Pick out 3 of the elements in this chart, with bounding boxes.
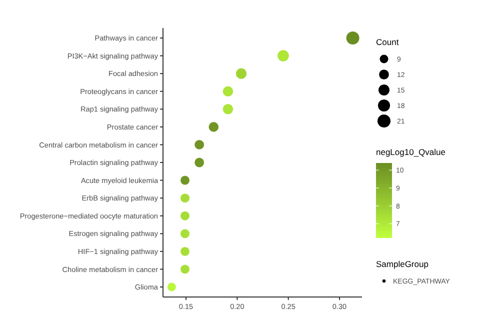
color-bar-title: negLog10_Qvalue (376, 147, 446, 157)
legend-title: SampleGroup (376, 259, 429, 269)
text: Count (376, 37, 400, 47)
